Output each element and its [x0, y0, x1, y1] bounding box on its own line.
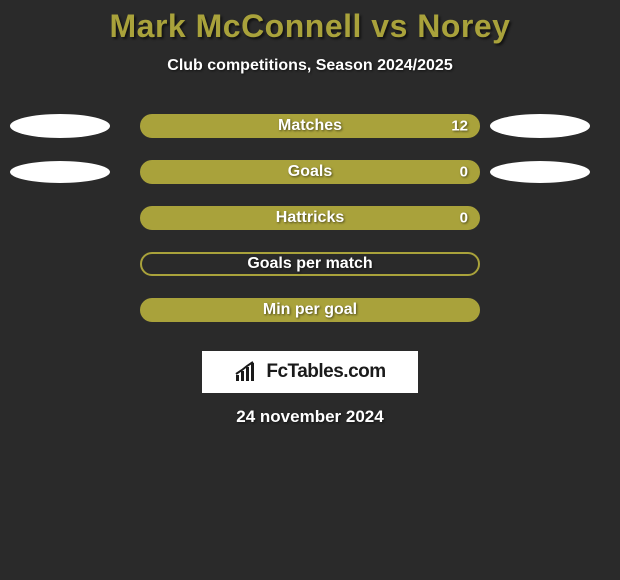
stat-bar: Goals 0	[140, 160, 480, 184]
stat-row: Goals 0	[0, 149, 620, 195]
stat-bar: Goals per match	[140, 252, 480, 276]
right-player-marker	[490, 114, 590, 138]
stat-rows: Matches 12 Goals 0 Hattricks 0 Goals per match…	[0, 103, 620, 333]
stat-value: 0	[460, 210, 468, 227]
stat-row: Min per goal	[0, 287, 620, 333]
left-player-marker	[10, 161, 110, 183]
card-date: 24 november 2024	[0, 407, 620, 427]
stat-bar: Matches 12	[140, 114, 480, 138]
stat-row: Matches 12	[0, 103, 620, 149]
card-title: Mark McConnell vs Norey	[0, 0, 620, 45]
attribution-box: FcTables.com	[202, 351, 418, 393]
stat-value: 0	[460, 164, 468, 181]
stat-bar: Min per goal	[140, 298, 480, 322]
stat-label: Hattricks	[276, 209, 344, 227]
stat-label: Goals	[288, 163, 332, 181]
stat-label: Matches	[278, 117, 342, 135]
right-player-marker	[490, 161, 590, 183]
comparison-card: Mark McConnell vs Norey Club competition…	[0, 0, 620, 580]
stat-row: Goals per match	[0, 241, 620, 287]
bars-chart-icon	[234, 361, 260, 383]
left-player-marker	[10, 114, 110, 138]
card-subtitle: Club competitions, Season 2024/2025	[0, 57, 620, 75]
stat-row: Hattricks 0	[0, 195, 620, 241]
attribution-text: FcTables.com	[266, 361, 385, 383]
stat-value: 12	[451, 118, 468, 135]
stat-label: Min per goal	[263, 301, 357, 319]
stat-bar: Hattricks 0	[140, 206, 480, 230]
stat-label: Goals per match	[247, 255, 372, 273]
